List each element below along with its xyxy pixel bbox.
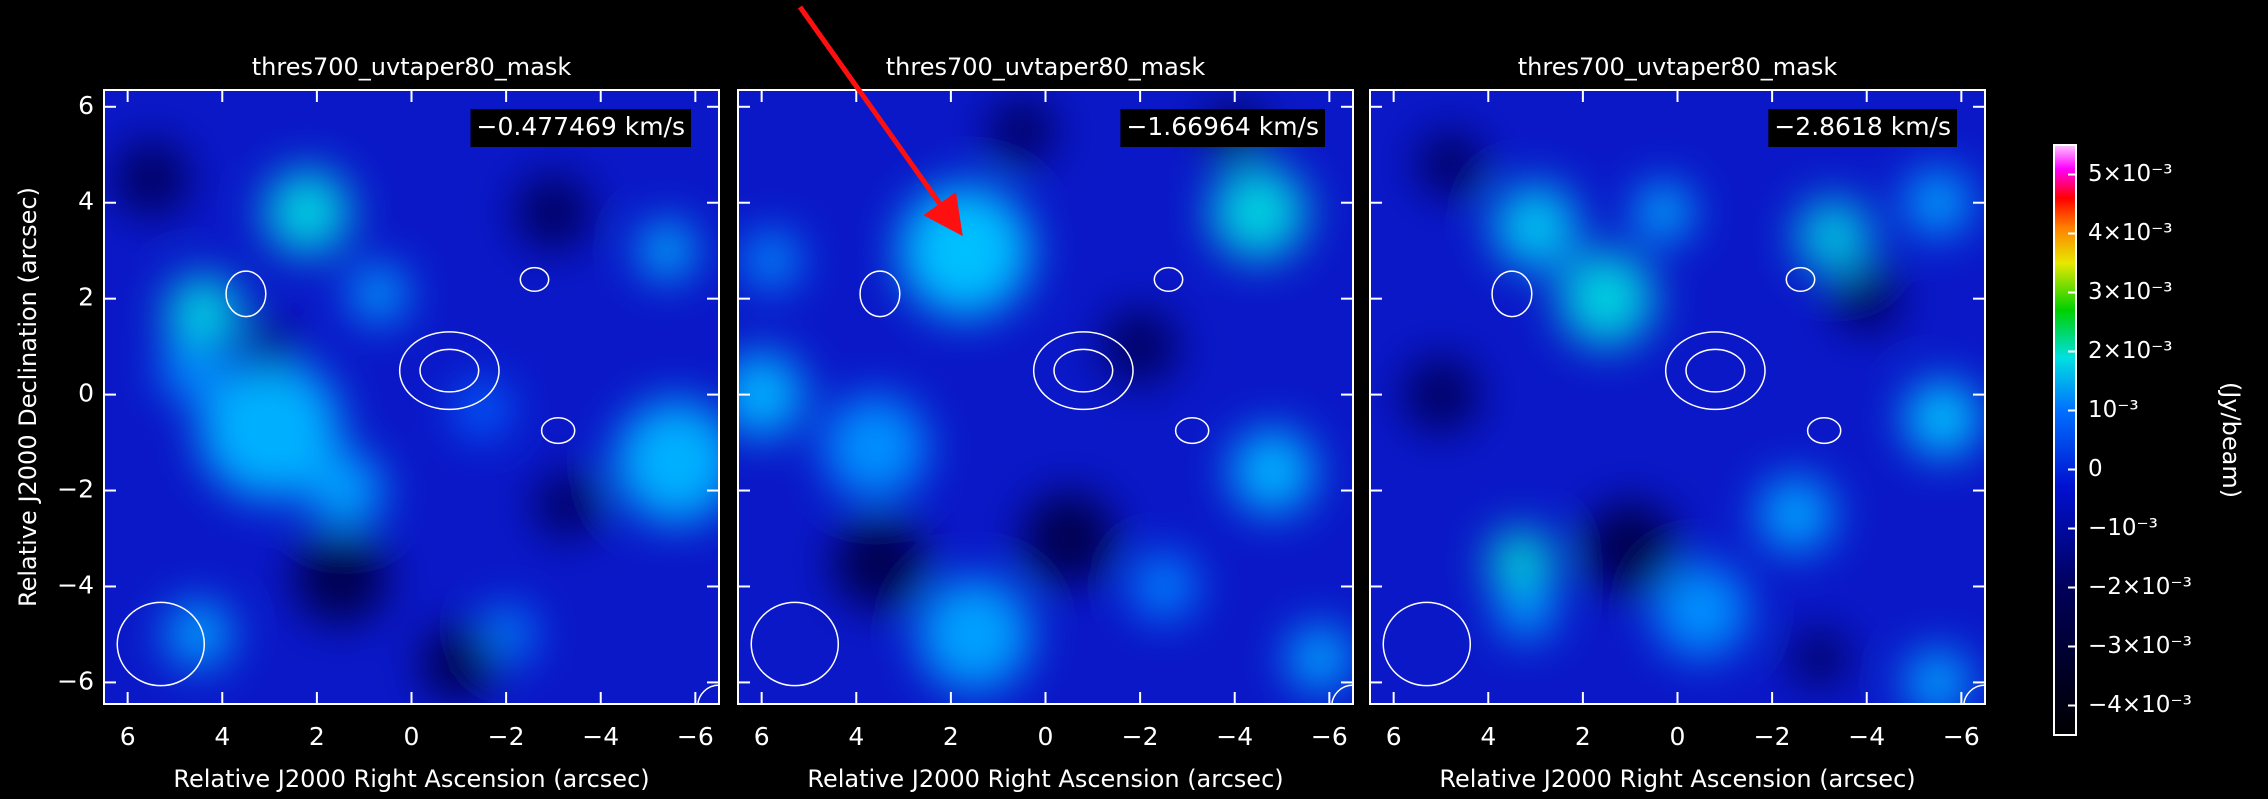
- blob: [421, 625, 497, 701]
- figure: thres700_uvtaper80_mask −0.477469 km/s 6 4 2…: [0, 0, 2268, 799]
- blob: [1211, 165, 1306, 260]
- blob: [307, 453, 383, 529]
- blob: [1654, 563, 1749, 658]
- colorbar-tick-label: 10⁻³: [2088, 397, 2139, 423]
- blob: [719, 352, 804, 437]
- x-tick-label: −2: [488, 722, 525, 751]
- blob: [1791, 630, 1848, 687]
- colorbar-tick-label: 0: [2088, 456, 2103, 482]
- blob: [265, 170, 350, 255]
- x-tick-label: 4: [848, 722, 864, 751]
- x-tick-label: −6: [1311, 722, 1348, 751]
- blob: [1131, 553, 1197, 619]
- colorbar-tick-label: −10⁻³: [2088, 515, 2158, 541]
- blob: [1403, 357, 1479, 433]
- colorbar-tick-label: −2×10⁻³: [2088, 574, 2192, 600]
- x-tick-label: 6: [754, 722, 770, 751]
- y-axis-label: Relative J2000 Declination (arcsec): [14, 187, 42, 607]
- heatmap: [719, 90, 1374, 728]
- blob: [918, 578, 1032, 692]
- blob: [1635, 184, 1692, 241]
- y-tick-label: 2: [78, 283, 94, 312]
- blob: [166, 601, 232, 667]
- x-tick-label: 4: [1480, 722, 1496, 751]
- y-tick-label: −2: [57, 475, 94, 504]
- blob: [113, 141, 189, 217]
- blob: [1493, 184, 1578, 269]
- colorbar-tick-label: 2×10⁻³: [2088, 338, 2173, 364]
- x-tick-label: −4: [1848, 722, 1885, 751]
- blob: [1102, 309, 1178, 385]
- blob: [743, 232, 800, 289]
- x-tick-label: −6: [1943, 722, 1980, 751]
- blob: [1796, 198, 1872, 274]
- blob: [161, 342, 218, 399]
- y-tick-label: 4: [78, 187, 94, 216]
- x-tick-label: 6: [120, 722, 136, 751]
- x-tick-label: 0: [1670, 722, 1686, 751]
- blob: [1905, 170, 1971, 236]
- blob: [350, 265, 407, 322]
- blob: [1758, 477, 1834, 553]
- blob: [166, 275, 242, 351]
- x-tick-label: 2: [309, 722, 325, 751]
- blob: [823, 395, 927, 499]
- x-tick-label: 6: [1386, 722, 1402, 751]
- panel-title: thres700_uvtaper80_mask: [252, 53, 572, 81]
- colorbar-tick-label: −4×10⁻³: [2088, 692, 2192, 718]
- velocity-label: −2.8618 km/s: [1774, 112, 1951, 141]
- x-tick-label: 0: [404, 722, 420, 751]
- x-axis-label: Relative J2000 Right Ascension (arcsec): [807, 765, 1283, 793]
- colorbar-tick-label: 5×10⁻³: [2088, 161, 2173, 187]
- blob: [989, 98, 1055, 164]
- y-tick-label: 0: [78, 379, 94, 408]
- x-tick-label: 4: [214, 722, 230, 751]
- x-tick-label: 0: [1038, 722, 1054, 751]
- blob: [639, 222, 696, 279]
- x-axis-label: Relative J2000 Right Ascension (arcsec): [1439, 765, 1915, 793]
- colorbar-tick-label: 3×10⁻³: [2088, 279, 2173, 305]
- panel-title: thres700_uvtaper80_mask: [1518, 53, 1838, 81]
- x-axis-label: Relative J2000 Right Ascension (arcsec): [173, 765, 649, 793]
- x-tick-label: −6: [677, 722, 714, 751]
- x-tick-label: −2: [1754, 722, 1791, 751]
- blob: [1498, 582, 1555, 639]
- blob: [1583, 501, 1678, 596]
- blob: [833, 515, 928, 610]
- x-tick-label: −2: [1122, 722, 1159, 751]
- blob: [246, 323, 293, 370]
- y-tick-label: −4: [57, 570, 94, 599]
- blob: [1022, 491, 1117, 586]
- page: thres700_uvtaper80_mask −0.477469 km/s 6 4 2…: [0, 0, 2268, 799]
- heatmap: [1370, 90, 2006, 728]
- blob: [899, 184, 1031, 316]
- blob: [535, 472, 601, 538]
- blob: [1559, 251, 1654, 346]
- heatmap: [104, 90, 740, 728]
- x-tick-label: −4: [582, 722, 619, 751]
- colorbar-tick-label: −3×10⁻³: [2088, 633, 2192, 659]
- blob: [1905, 381, 1981, 457]
- blob: [1905, 649, 1971, 715]
- blob: [293, 530, 388, 625]
- colorbar-tick-label: 4×10⁻³: [2088, 220, 2173, 246]
- blob: [1230, 429, 1315, 514]
- panel-title: thres700_uvtaper80_mask: [886, 53, 1206, 81]
- blob: [1834, 266, 1900, 332]
- velocity-label: −1.66964 km/s: [1126, 112, 1319, 141]
- x-tick-label: −4: [1216, 722, 1253, 751]
- colorbar-label: (Jy/beam): [2217, 382, 2245, 498]
- x-tick-label: 2: [1575, 722, 1591, 751]
- x-tick-label: 2: [943, 722, 959, 751]
- y-tick-label: −6: [57, 666, 94, 695]
- blob: [1417, 131, 1483, 197]
- velocity-label: −0.477469 km/s: [477, 112, 685, 141]
- y-tick-label: 6: [78, 91, 94, 120]
- blob: [516, 174, 592, 250]
